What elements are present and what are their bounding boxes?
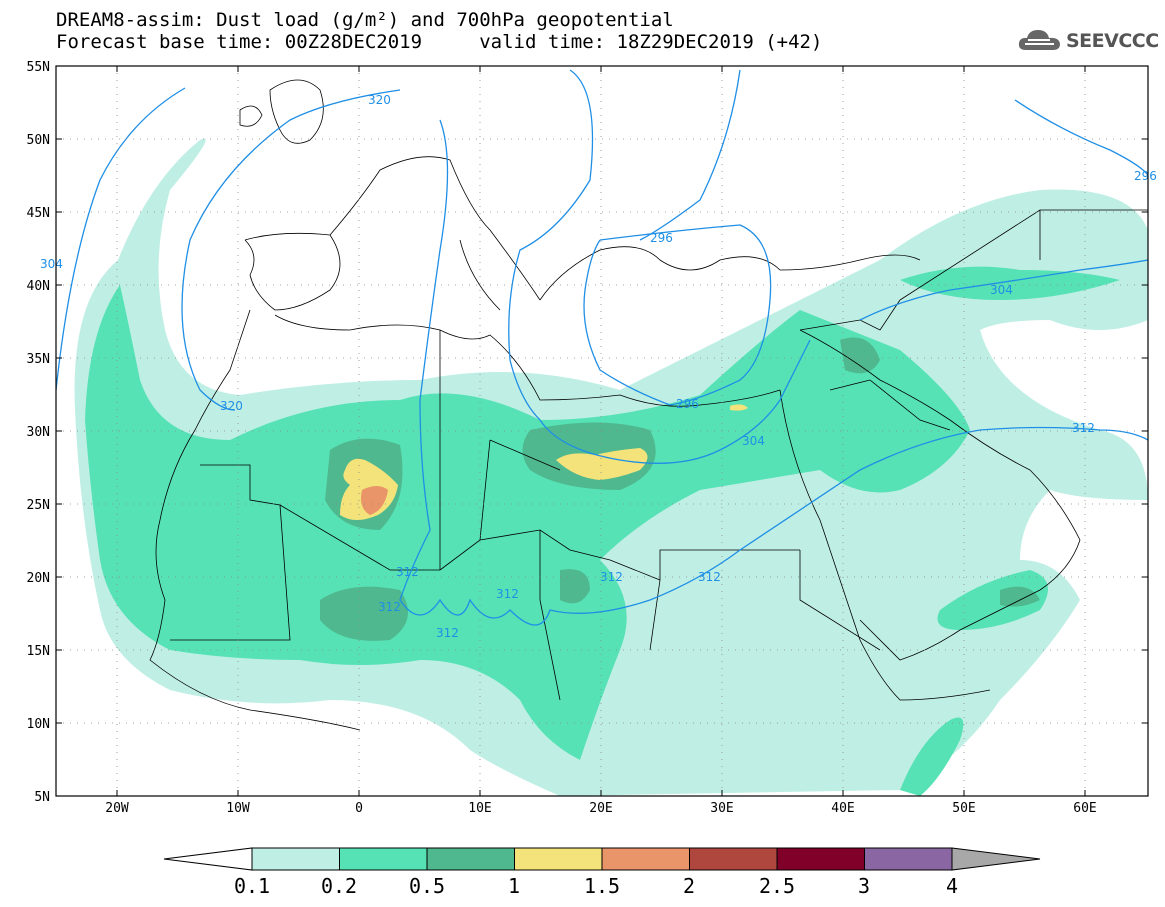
contour-label: 304 (40, 257, 63, 271)
contour-label: 312 (600, 570, 623, 584)
map-subtitle: Forecast base time: 00Z28DEC2019 valid t… (56, 31, 823, 53)
country-borders (149, 79, 1148, 731)
logo-text: SEEVCCC (1066, 30, 1159, 52)
lon-label: 20E (589, 801, 612, 816)
contour-304-b (639, 69, 741, 241)
map-title: DREAM8-assim: Dust load (g/m²) and 700hP… (56, 9, 674, 31)
colorbar-low-arrow (163, 847, 253, 871)
colorbar-box (514, 847, 603, 871)
contour-label: 320 (220, 399, 243, 413)
coastline-africa (149, 309, 991, 731)
colorbar-box (339, 847, 428, 871)
colorbar: 0.1 0.2 0.5 1 1.5 2 2.5 3 4 (163, 847, 1041, 898)
contour-label: 312 (378, 600, 401, 614)
lon-label: 60E (1073, 801, 1096, 816)
seevccc-logo: SEEVCCC (1016, 26, 1159, 56)
dust-region-0-2-caspian (900, 266, 1120, 300)
colorbar-labels: 0.1 0.2 0.5 1 1.5 2 2.5 3 4 (234, 874, 958, 898)
colorbar-box (689, 847, 778, 871)
contour-label: 312 (1072, 421, 1095, 435)
lon-label: 40E (831, 801, 854, 816)
contour-label: 304 (990, 283, 1013, 297)
lat-label: 10N (27, 717, 50, 732)
colorbar-box (426, 847, 515, 871)
contour-296 (583, 224, 772, 406)
contour-label: 304 (742, 434, 765, 448)
lat-label: 30N (27, 425, 50, 440)
colorbar-box (864, 847, 953, 871)
contour-labels: 320 320 304 296 296 304 312 312 312 312 … (40, 93, 1157, 640)
cloud-icon (1018, 30, 1060, 50)
geopotential-contours (56, 69, 1148, 626)
dust-region-0-5-e (840, 337, 880, 374)
dust-region-1-b (556, 448, 648, 480)
lon-label: 10W (226, 801, 250, 816)
contour-label: 296 (676, 397, 699, 411)
colorbar-label: 4 (946, 874, 958, 898)
lat-label: 50N (27, 133, 50, 148)
lon-label: 50E (952, 801, 975, 816)
colorbar-box (776, 847, 865, 871)
contour-320-west (56, 87, 186, 391)
contour-320-arc (181, 89, 401, 411)
lon-label: 0 (355, 801, 363, 816)
lon-label: 30E (710, 801, 733, 816)
lat-label: 15N (27, 644, 50, 659)
colorbar-label: 2.5 (759, 874, 795, 898)
lat-label: 5N (34, 790, 50, 805)
lat-label: 35N (27, 352, 50, 367)
colorbar-label: 0.2 (321, 874, 357, 898)
colorbar-label: 0.1 (234, 874, 270, 898)
lat-label: 40N (27, 279, 50, 294)
lat-label: 55N (27, 60, 50, 75)
contour-304-a (508, 69, 811, 464)
contour-304-east (859, 259, 1148, 321)
contour-312 (399, 119, 1148, 626)
lon-label: 20W (105, 801, 129, 816)
contour-label: 320 (368, 93, 391, 107)
lat-axis: 55N 50N 45N 40N 35N 30N 25N 20N 15N 10N … (27, 60, 50, 805)
axis-ticks (56, 65, 1148, 797)
contour-label: 312 (396, 565, 419, 579)
colorbar-boxes (251, 847, 953, 871)
dust-region-0-2-east (937, 570, 1048, 630)
coastline-europe (244, 156, 921, 311)
colorbar-label: 2 (683, 874, 695, 898)
contour-label: 312 (698, 570, 721, 584)
dust-region-0-5-a (320, 586, 408, 641)
colorbar-label: 0.5 (409, 874, 445, 898)
dust-region-1-5 (361, 486, 388, 515)
contour-296-east (1014, 99, 1148, 176)
borders-africa (170, 330, 881, 701)
lon-label: 10E (468, 801, 491, 816)
gridlines (56, 66, 1148, 796)
dust-region-0-2 (85, 285, 970, 760)
dust-region-0-5-f (1000, 586, 1040, 607)
contour-label: 312 (436, 626, 459, 640)
colorbar-high-arrow (951, 847, 1041, 871)
contour-label: 296 (650, 231, 673, 245)
colorbar-box (251, 847, 340, 871)
dust-region-0-2-horn (900, 717, 964, 796)
contour-label: 296 (1134, 169, 1157, 183)
contour-label: 312 (496, 587, 519, 601)
colorbar-label: 1 (508, 874, 520, 898)
dust-shading (74, 138, 1148, 796)
lon-axis: 20W 10W 0 10E 20E 30E 40E 50E 60E (105, 801, 1096, 816)
coastline-britain (239, 79, 324, 144)
lat-label: 20N (27, 571, 50, 586)
borders-middle-east (799, 209, 1148, 431)
dust-region-1-c (730, 404, 748, 411)
colorbar-label: 1.5 (584, 874, 620, 898)
coastline-arabia (799, 329, 1081, 661)
lat-label: 45N (27, 206, 50, 221)
lat-label: 25N (27, 498, 50, 513)
colorbar-box (601, 847, 690, 871)
dust-region-0-5-d (560, 569, 590, 604)
colorbar-label: 3 (858, 874, 870, 898)
